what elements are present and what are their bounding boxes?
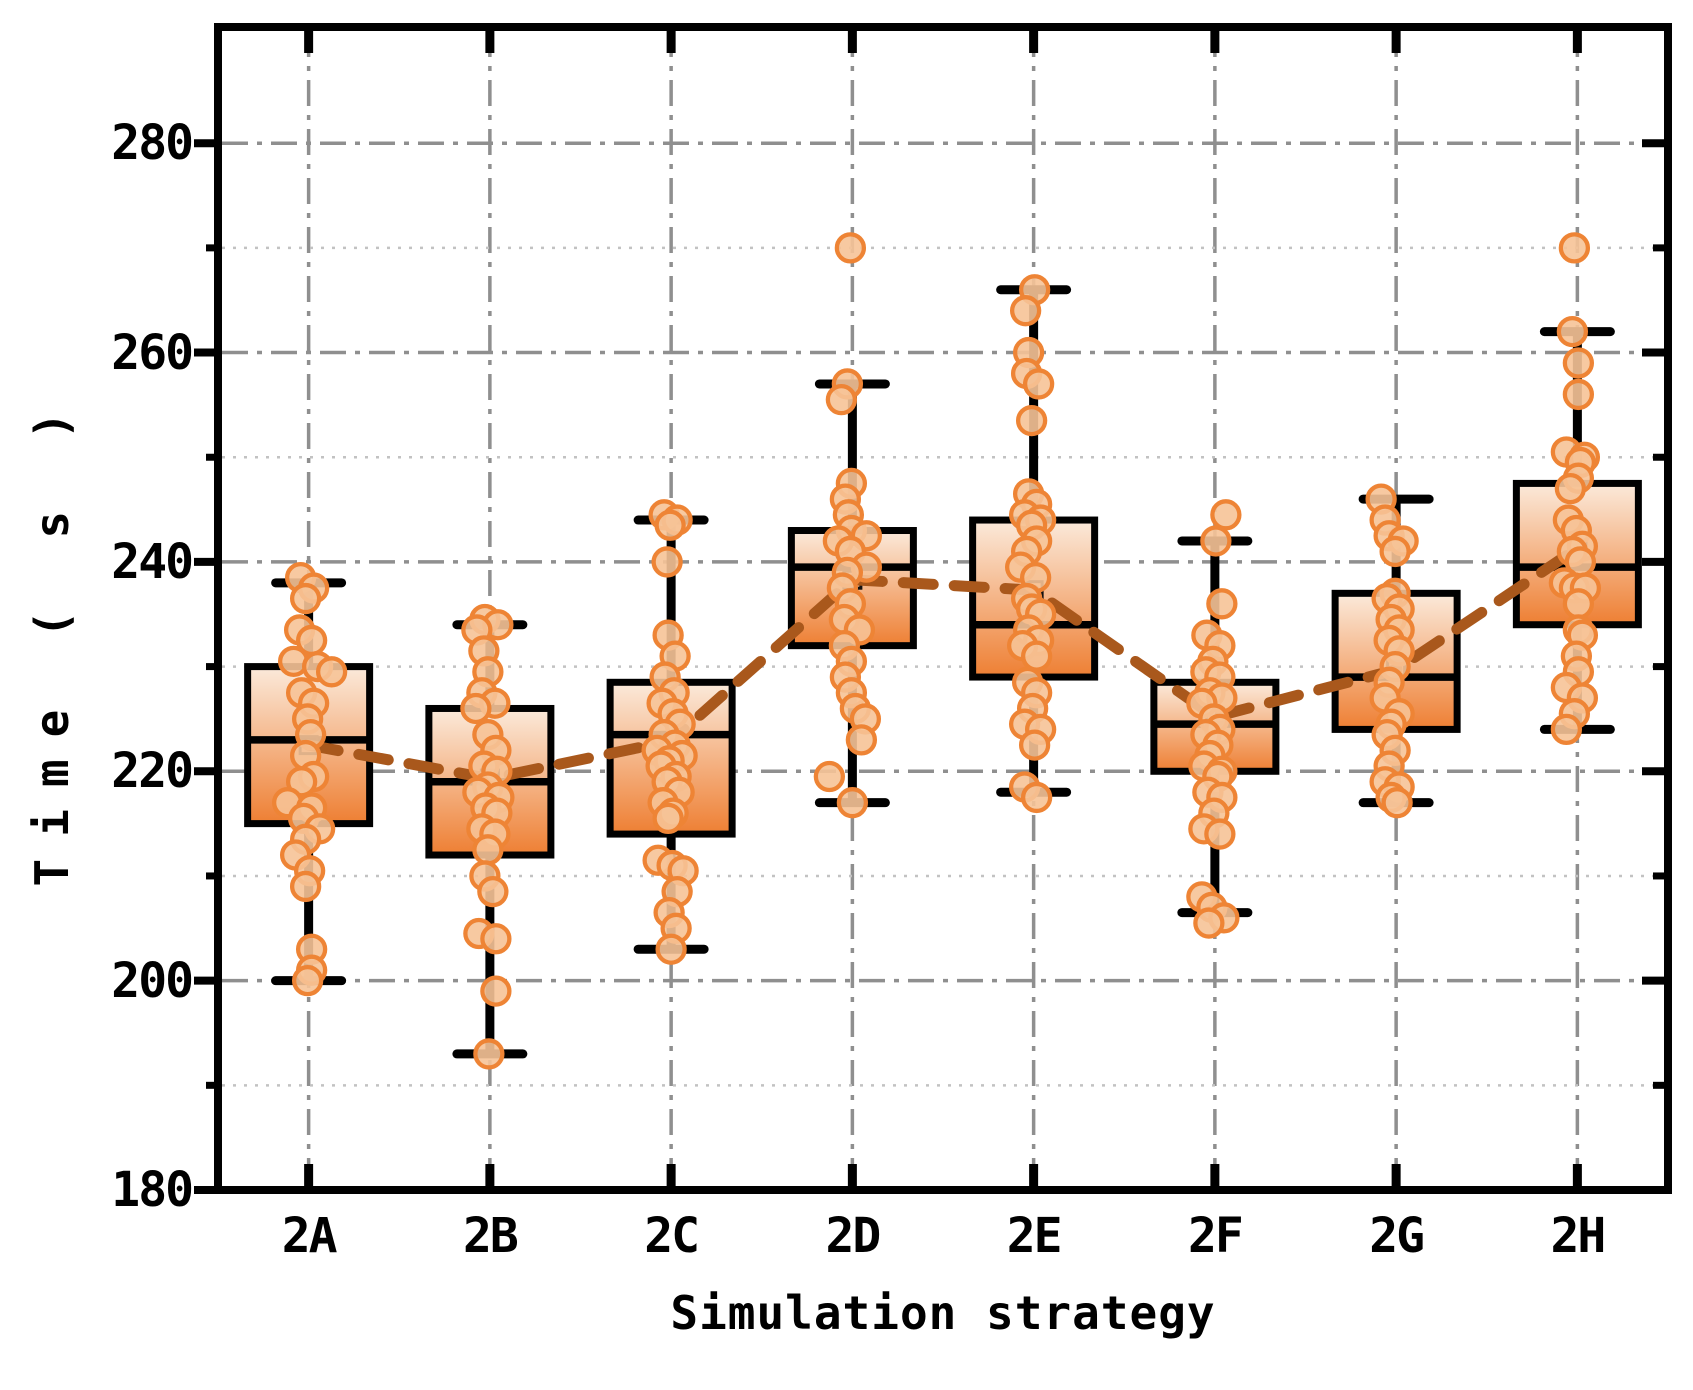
- scatter-point: [1193, 907, 1225, 939]
- x-category-label: 2D: [825, 1208, 881, 1264]
- scatter-point: [473, 1038, 505, 1070]
- scatter-point: [1562, 378, 1595, 411]
- scatter-point: [1210, 499, 1242, 531]
- scatter-point: [651, 546, 683, 578]
- scatter-point: [285, 766, 318, 798]
- scatter-point: [834, 232, 867, 264]
- scatter-point: [291, 964, 324, 997]
- scatter-point: [1009, 295, 1042, 327]
- scatter-point: [1550, 713, 1583, 746]
- y-axis-title: Time ( s ): [25, 389, 79, 887]
- y-tick-label: 280: [111, 115, 194, 172]
- trend-line: [303, 542, 1583, 785]
- scatter-point: [480, 975, 512, 1007]
- scatter-point: [652, 802, 684, 835]
- scatter-point: [1018, 729, 1051, 761]
- y-tick-label: 220: [111, 743, 194, 800]
- scatter-point: [315, 656, 348, 688]
- y-tick-label: 180: [111, 1162, 194, 1218]
- x-category-label: 2F: [1187, 1208, 1244, 1264]
- scatter-point: [1022, 368, 1055, 400]
- scatter-point: [1206, 588, 1238, 620]
- scatter-point: [289, 582, 322, 615]
- scatter-point: [480, 923, 512, 955]
- x-category-label: 2A: [281, 1208, 338, 1264]
- scatter-point: [825, 384, 858, 416]
- scatter-point: [1204, 818, 1236, 850]
- scatter-point: [1200, 525, 1232, 557]
- x-category-label: 2C: [644, 1208, 700, 1264]
- scatter-point: [845, 724, 878, 756]
- x-category-label: 2H: [1550, 1208, 1606, 1264]
- scatter-point: [460, 692, 492, 725]
- scatter-point: [1020, 781, 1053, 814]
- scatter-point: [1562, 588, 1595, 620]
- scatter-point: [1554, 472, 1587, 505]
- y-tick-label: 200: [111, 952, 194, 1009]
- scatter-point: [289, 870, 322, 903]
- scatter-point: [1381, 787, 1413, 819]
- scatter-point: [472, 834, 504, 866]
- plot-border: [214, 23, 1672, 1194]
- scatter-point: [1015, 404, 1048, 437]
- y-tick-label: 260: [111, 324, 194, 381]
- scatter-point: [1558, 232, 1591, 264]
- scatter-point: [813, 760, 846, 793]
- x-category-label: 2E: [1006, 1208, 1063, 1264]
- scatter-point: [1379, 535, 1411, 568]
- scatter-point: [1562, 347, 1595, 379]
- scatter-point: [655, 933, 687, 965]
- scatter-point: [1020, 640, 1053, 672]
- x-category-label: 2G: [1369, 1208, 1425, 1264]
- scatter-point: [477, 876, 509, 908]
- x-category-label: 2B: [462, 1208, 519, 1264]
- scatter-point: [1556, 315, 1589, 348]
- y-tick-label: 240: [111, 533, 194, 590]
- scatter-point: [654, 509, 686, 541]
- x-axis-title: Simulation strategy: [670, 1286, 1216, 1340]
- scatter-point: [836, 787, 869, 819]
